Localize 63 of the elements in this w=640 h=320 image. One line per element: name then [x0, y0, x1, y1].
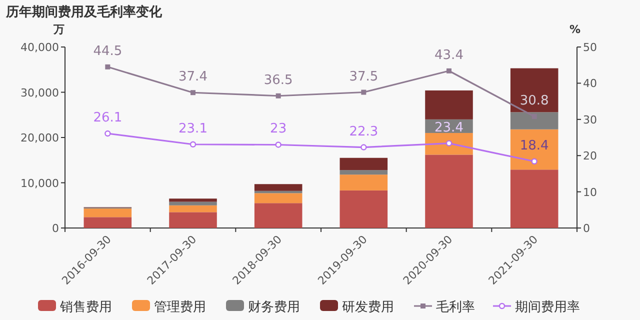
data-label: 23.1	[178, 121, 208, 136]
bar	[84, 208, 132, 218]
bar	[169, 205, 217, 212]
bar	[425, 90, 473, 120]
bar	[340, 170, 388, 175]
bar	[425, 132, 473, 155]
y-tick-label: 0	[52, 222, 59, 235]
point	[361, 90, 366, 95]
bar	[84, 217, 132, 228]
y-axis-title: 万	[52, 23, 64, 36]
data-label: 43.4	[434, 48, 464, 63]
data-label: 37.4	[178, 70, 208, 85]
bar	[254, 203, 302, 228]
data-label: 26.1	[93, 110, 122, 126]
legend-label: 管理费用	[154, 300, 206, 315]
point	[275, 142, 282, 148]
data-label: 23	[270, 122, 287, 137]
bar	[510, 112, 558, 130]
y2-tick-label: 20	[583, 150, 597, 163]
data-label: 23.4	[434, 120, 464, 136]
point	[105, 64, 110, 70]
point	[360, 144, 367, 150]
bar	[510, 129, 558, 170]
bar	[425, 154, 473, 228]
legend-label: 销售费用	[59, 300, 112, 315]
legend-label: 财务费用	[248, 300, 300, 315]
y2-axis-title: %	[569, 23, 581, 36]
bar	[510, 68, 558, 112]
y2-tick-label: 50	[583, 41, 597, 54]
legend-label: 研发费用	[342, 300, 394, 315]
point	[446, 68, 452, 74]
point	[104, 130, 111, 137]
data-label: 37.5	[349, 69, 378, 84]
bar	[340, 174, 388, 190]
bar	[510, 170, 558, 228]
y-tick-label: 40,000	[20, 41, 59, 54]
y-tick-label: 30,000	[20, 86, 59, 100]
point	[190, 141, 196, 148]
bar	[254, 184, 302, 191]
point	[276, 93, 281, 98]
bar	[340, 190, 388, 228]
y-tick-label: 10,000	[20, 176, 59, 190]
y2-tick-label: 30	[583, 113, 597, 126]
bar	[169, 202, 217, 206]
y2-tick-label: 40	[583, 77, 597, 90]
bar	[340, 158, 388, 170]
data-label: 22.3	[349, 124, 378, 140]
bar	[169, 212, 217, 228]
point	[446, 140, 452, 146]
data-label: 44.5	[93, 44, 122, 59]
point	[190, 90, 196, 96]
chart-title: 历年期间费用及毛利率变化	[5, 4, 163, 20]
legend-label: 毛利率	[436, 299, 475, 315]
data-label: 30.8	[520, 94, 549, 109]
y-tick-label: 20,000	[20, 132, 59, 144]
data-label: 36.5	[264, 72, 293, 88]
bar	[254, 193, 302, 204]
y2-tick-label: 0	[583, 222, 590, 235]
data-label: 18.4	[520, 138, 549, 154]
legend-label: 期间费用率	[515, 299, 580, 315]
y2-tick-label: 10	[583, 186, 597, 199]
bar	[169, 198, 217, 202]
point	[531, 158, 538, 164]
